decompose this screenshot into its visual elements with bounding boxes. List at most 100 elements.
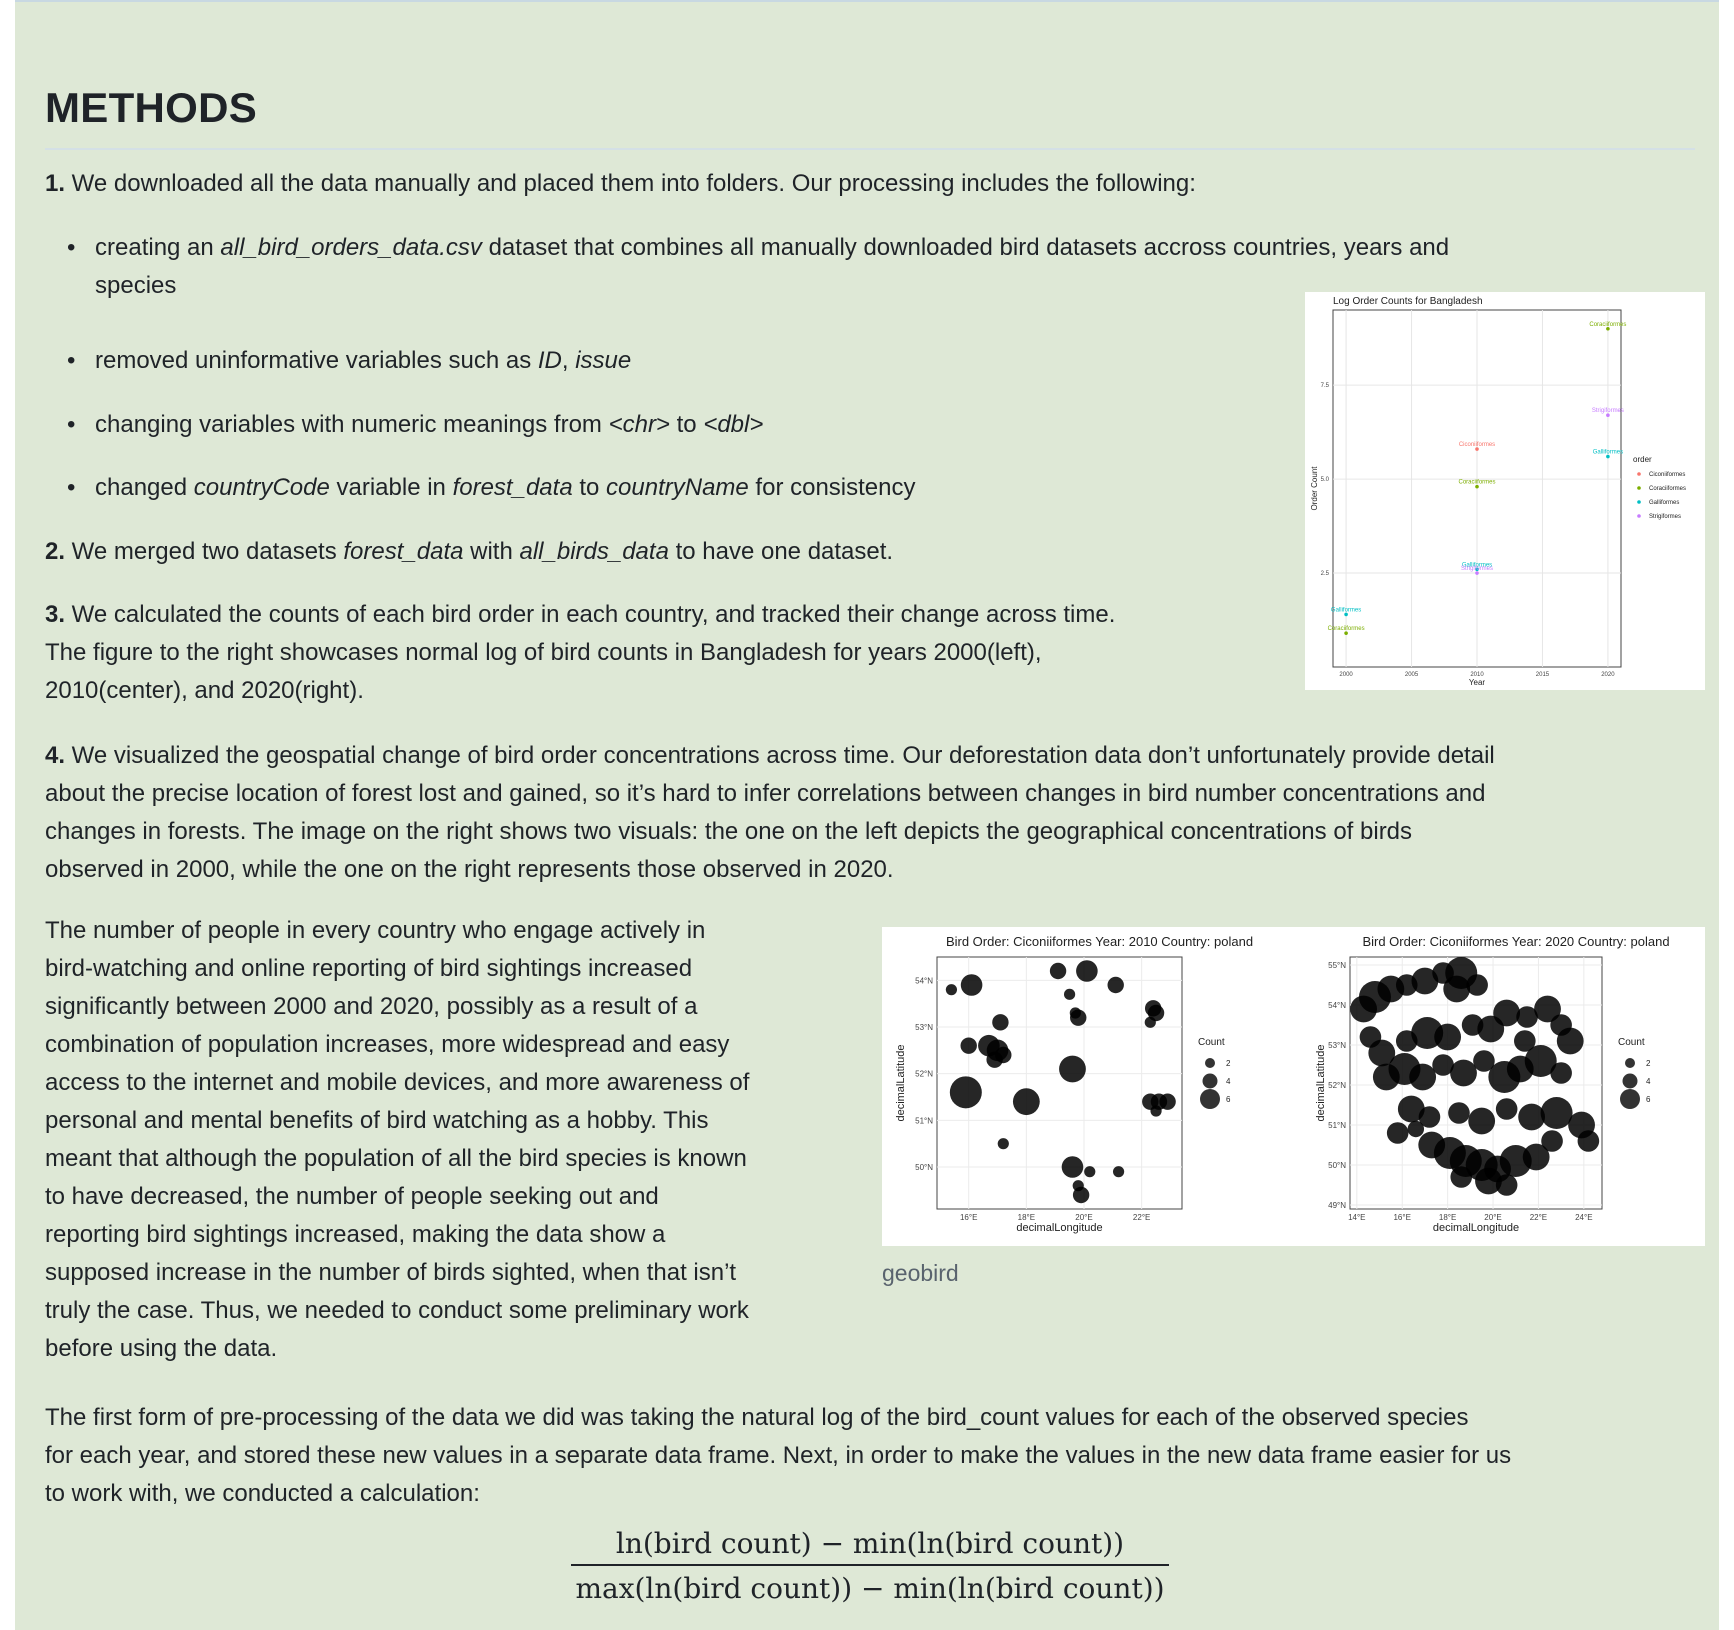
data-point [1606,326,1610,331]
figure-caption: geobird [882,1260,959,1286]
legend-key [1622,1073,1638,1089]
data-point [1524,1045,1557,1077]
data-point [1475,1167,1502,1195]
people-line: to have decreased, the number of people … [45,1183,659,1210]
y-tick-label: 50°N [915,1163,933,1172]
y-tick-label: 54°N [1328,1001,1346,1010]
bullet3-to: to [669,411,704,438]
step4-line3: changes in forests. The image on the rig… [45,818,1413,845]
y-tick-label: 53°N [915,1023,933,1032]
legend-label: Ciconiiformes [1649,472,1685,478]
data-point [945,984,958,996]
step2-number: 2. [45,538,66,565]
x-tick-label: 18°E [1439,1213,1456,1222]
chart-title: Bird Order: Ciconiiformes Year: 2010 Cou… [946,934,1253,949]
data-point [1450,1166,1473,1188]
data-point [1397,1095,1425,1123]
data-point [1076,960,1098,982]
data-point [1475,567,1479,572]
bullet4-pre: changed [95,474,194,501]
step1-paragraph: 1. We downloaded all the data manually a… [45,165,1196,203]
data-label: Galliformes [1331,607,1361,613]
data-point [1432,1054,1454,1076]
preproc-line: for each year, and stored these new valu… [45,1442,1512,1469]
chart-title: Log Order Counts for Bangladesh [1333,296,1483,307]
data-point [1475,571,1479,575]
data-point [1468,1107,1496,1135]
formula-numerator: ln(bird count) − min(ln(bird count)) [571,1527,1169,1566]
data-point [1409,1063,1437,1091]
step2-allbirdsdata: all_birds_data [519,538,669,565]
data-point [1107,976,1124,994]
step4-paragraph: 4. We visualized the geospatial change o… [45,737,1705,889]
y-tick-label: 51°N [915,1116,933,1125]
x-tick-label: 16°E [1393,1213,1410,1222]
data-point [1450,1059,1477,1087]
x-tick-label: 22°E [1530,1213,1547,1222]
page-title: METHODS [45,84,258,131]
legend-label: Coraciiformes [1649,486,1686,492]
step3-number: 3. [45,601,66,628]
data-point [1411,967,1439,995]
data-label: Ciconiiformes [1459,442,1495,448]
data-point [992,1014,1009,1031]
y-tick-label: 52°N [1328,1081,1346,1090]
bullet4-post: for consistency [748,474,916,501]
data-point [995,1046,1012,1064]
data-point [1556,1027,1584,1055]
y-tick-label: 53°N [1328,1041,1346,1050]
bullet4-mid1: variable in [329,474,453,501]
data-point [1475,447,1479,451]
legend-key [1637,514,1641,518]
data-point [1063,988,1076,1000]
bullet-icon: • [67,411,76,438]
step3-line3: 2010(center), and 2020(right). [45,677,364,704]
log-order-counts-figure: Log Order Counts for Bangladesh 2000 2005 2… [1305,292,1705,690]
step1-text: We downloaded all the data manually and … [65,170,1196,197]
legend-key [1200,1089,1220,1109]
preprocessing-paragraph: The first form of pre-processing of the … [45,1399,1705,1513]
y-tick-label: 52°N [915,1070,933,1079]
x-tick-label: 2005 [1405,672,1419,678]
x-tick-label: 18°E [1018,1213,1035,1222]
step2-forestdata: forest_data [343,538,464,565]
bullet4-countryname: countryName [606,474,749,501]
data-point [1516,1006,1538,1028]
bullet1-filename: all_bird_orders_data.csv [220,234,482,261]
x-axis-label: Year [1469,678,1486,687]
people-line: access to the internet and mobile device… [45,1069,750,1096]
y-tick-label: 5.0 [1321,477,1330,483]
preproc-line: to work with, we conducted a calculation… [45,1480,480,1507]
data-point [1534,995,1561,1023]
data-point [1059,1055,1086,1083]
data-point [1473,1050,1495,1072]
data-point [1070,1009,1087,1026]
step3-line1: We calculated the counts of each bird or… [65,601,1116,628]
title-divider [45,148,1695,150]
bullet2-sep: , [561,347,576,374]
x-tick-label: 2020 [1601,672,1615,678]
data-point [1518,1103,1546,1131]
data-point [1344,612,1348,617]
step3-line2: The figure to the right showcases normal… [45,639,1042,666]
data-label: Coraciiformes [1589,322,1626,328]
bullet-icon: • [67,347,76,374]
normalization-formula: ln(bird count) − min(ln(bird count)) max… [45,1527,1695,1605]
data-label: Coraciiformes [1328,626,1365,632]
x-tick-label: 20°E [1484,1213,1501,1222]
bullet2-pre: removed uninformative variables such as [95,347,538,374]
legend-label: 2 [1226,1059,1231,1068]
data-label: Strigiformes [1461,566,1493,572]
people-line: truly the case. Thus, we needed to condu… [45,1297,749,1324]
x-tick-label: 2015 [1536,672,1550,678]
data-point [1434,1023,1462,1051]
legend-title: order [1633,455,1652,464]
data-point [1072,1186,1090,1204]
bullet2-var-issue: issue [575,347,632,374]
people-line: meant that although the population of al… [45,1145,747,1172]
bullet1-post: dataset that combines all manually downl… [481,234,1450,261]
step2-pre: We merged two datasets [65,538,344,565]
data-point [1448,1102,1470,1124]
people-line: significantly between 2000 and 2020, pos… [45,993,698,1020]
preproc-line: The first form of pre-processing of the … [45,1404,1469,1431]
